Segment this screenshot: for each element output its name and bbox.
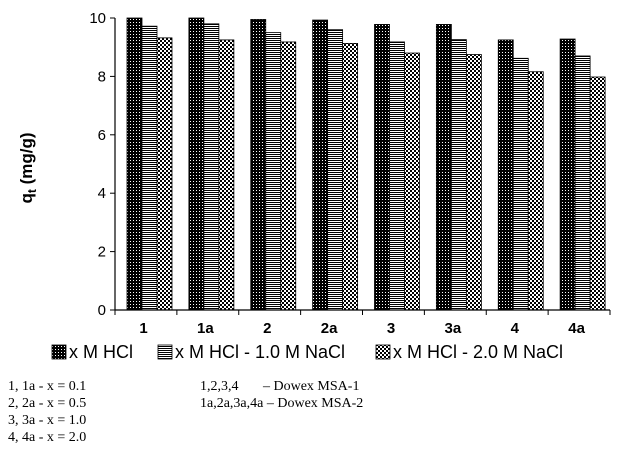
bar-3a-series-2 xyxy=(450,39,467,311)
legend-label: x M HCl xyxy=(69,342,133,362)
bar-1-series-2 xyxy=(141,25,158,311)
bar-2-series-2 xyxy=(265,32,282,311)
bar-4-series-1 xyxy=(497,39,514,311)
note-line: 1,2,3,4 – Dowex MSA-1 xyxy=(200,379,360,394)
bar-1-series-3 xyxy=(156,37,173,311)
legend-label: x M HCl - 1.0 M NaCl xyxy=(175,342,345,362)
bar-2a-series-2 xyxy=(327,29,344,311)
legend-swatch xyxy=(157,344,173,360)
y-tick-label: 10 xyxy=(89,10,106,27)
x-tick-label: 1a xyxy=(197,320,214,337)
bar-4a-series-1 xyxy=(559,38,576,311)
bar-4a-series-2 xyxy=(574,55,591,311)
bar-2-series-3 xyxy=(280,41,297,311)
y-tick-label: 0 xyxy=(98,302,106,319)
note-line: 1a,2a,3a,4a – Dowex MSA-2 xyxy=(200,396,364,411)
bar-3-series-2 xyxy=(389,41,405,311)
x-tick-label: 3a xyxy=(445,320,462,337)
bar-2a-series-3 xyxy=(342,43,359,311)
bar-3a-series-1 xyxy=(435,24,452,311)
legend-label: x M HCl - 2.0 M NaCl xyxy=(393,342,563,362)
note-line: 1, 1a - x = 0.1 xyxy=(8,379,87,394)
y-axis-title: qt (mg/g) xyxy=(17,132,39,203)
y-tick-label: 2 xyxy=(98,244,106,261)
bar-3-series-1 xyxy=(374,24,390,311)
note-line: 4, 4a - x = 2.0 xyxy=(8,430,87,445)
svg-text:qt (mg/g): qt (mg/g) xyxy=(17,132,39,203)
y-axis-title-main: q xyxy=(17,193,36,203)
bar-4-series-2 xyxy=(512,57,529,311)
note-line: 3, 3a - x = 1.0 xyxy=(8,413,87,428)
x-tick-label: 4 xyxy=(511,320,520,337)
bar-1a-series-2 xyxy=(203,23,220,311)
bar-2a-series-1 xyxy=(312,19,329,311)
legend-swatch xyxy=(375,344,391,360)
y-axis-ticks: 0 2 4 6 8 10 xyxy=(89,10,115,319)
x-tick-label: 4a xyxy=(568,320,585,337)
x-tick-label: 2 xyxy=(263,320,271,337)
y-tick-label: 8 xyxy=(98,68,106,85)
bar-1a-series-1 xyxy=(188,17,205,311)
note-line: 2, 2a - x = 0.5 xyxy=(8,396,87,411)
bar-4a-series-3 xyxy=(589,76,606,311)
bar-1a-series-3 xyxy=(218,39,235,311)
legend: x M HCl x M HCl - 1.0 M NaCl x M HCl - 2.0… xyxy=(51,342,563,362)
x-tick-label: 3 xyxy=(387,320,395,337)
bar-2-series-1 xyxy=(250,19,267,311)
bars xyxy=(126,17,606,311)
x-tick-label: 1 xyxy=(139,320,147,337)
legend-swatch xyxy=(51,344,67,360)
y-axis-title-subscript: t xyxy=(25,189,39,193)
notes-left: 1, 1a - x = 0.1 2, 2a - x = 0.5 3, 3a - … xyxy=(8,378,86,446)
x-tick-label: 2a xyxy=(321,320,338,337)
axes xyxy=(114,18,611,315)
y-axis-title-unit: (mg/g) xyxy=(17,132,36,189)
bar-3-series-3 xyxy=(404,52,420,311)
x-axis-labels: 1 1a 2 2a 3 3a 4 4a xyxy=(139,320,585,337)
bar-4-series-3 xyxy=(527,71,544,311)
y-tick-label: 4 xyxy=(98,185,106,202)
bar-1-series-1 xyxy=(126,17,143,311)
notes-right: 1,2,3,4 – Dowex MSA-1 1a,2a,3a,4a – Dowe… xyxy=(200,378,363,412)
bar-3a-series-3 xyxy=(465,54,482,311)
y-tick-label: 6 xyxy=(98,127,106,144)
